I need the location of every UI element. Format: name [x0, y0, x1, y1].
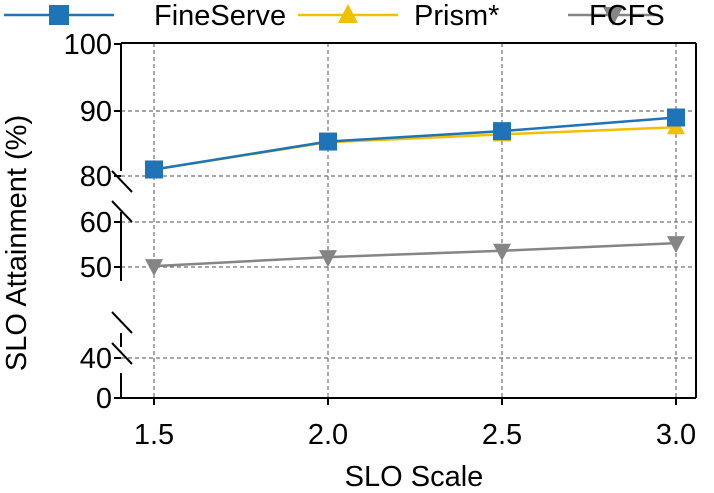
data-point-fineserve: [319, 132, 337, 151]
series-line-fcfs: [153, 241, 677, 268]
data-point-fineserve: [145, 160, 163, 179]
legend-label-prism: Prism*: [414, 0, 499, 32]
x-axis-label: SLO Scale: [345, 461, 484, 493]
x-tick-label: 3.0: [656, 419, 696, 451]
axes: [111, 42, 697, 405]
legend: FineServe Prism* FCFS: [4, 0, 665, 32]
y-tick-label: 100: [64, 29, 112, 61]
legend-marker-prism: [338, 4, 358, 23]
axis-break-mark: [111, 170, 133, 193]
axis-break-mark: [111, 342, 133, 365]
series-group: [145, 108, 685, 277]
data-point-fcfs: [493, 243, 511, 261]
legend-label-fineserve: FineServe: [154, 0, 286, 32]
axis-break-mark: [111, 311, 133, 334]
series-line-fineserve: [153, 116, 677, 171]
y-tick-label: 80: [80, 161, 112, 193]
y-tick-label: 40: [80, 343, 112, 375]
data-point-fineserve: [493, 122, 511, 141]
legend-label-fcfs: FCFS: [589, 0, 665, 32]
data-point-fineserve: [667, 108, 685, 127]
x-tick-label: 2.0: [308, 419, 348, 451]
data-point-fcfs: [319, 250, 337, 268]
grid-lines: [121, 43, 696, 398]
legend-marker-fineserve: [49, 5, 69, 25]
y-tick-label: 0: [96, 383, 112, 415]
y-tick-label: 60: [80, 207, 112, 239]
legend-marker-fcfs: [603, 7, 623, 26]
y-axis-label: SLO Attainment (%): [1, 115, 33, 371]
x-tick-label: 1.5: [134, 419, 174, 451]
data-point-fcfs: [667, 236, 685, 254]
y-tick-label: 90: [80, 96, 112, 128]
axis-break-mark: [111, 200, 133, 223]
y-tick-label: 50: [80, 252, 112, 284]
series-line-prism: [153, 126, 677, 171]
data-point-fcfs: [145, 259, 163, 277]
tick-labels: 0 40 50 60 80 90 100 1.5 2.0 2.5 3.0: [64, 29, 697, 451]
x-tick-label: 2.5: [482, 419, 522, 451]
